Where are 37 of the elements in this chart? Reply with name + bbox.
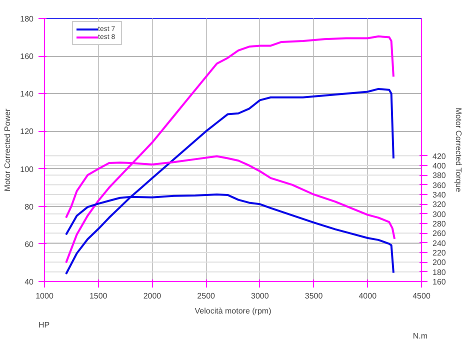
text: N.m — [412, 332, 428, 340]
x-tick-label: 3000 — [251, 292, 270, 300]
x-tick-label: 1500 — [89, 292, 108, 300]
y-axis-title: Motor Corrected Power — [3, 108, 12, 192]
y2-tick-label: 280 — [432, 219, 446, 228]
y2-tick-label: 260 — [432, 229, 446, 238]
y2-tick-label: 200 — [432, 258, 446, 268]
x-tick-label: 2500 — [197, 292, 216, 300]
text: HP — [38, 320, 50, 330]
y2-tick-label: 160 — [432, 278, 446, 286]
y-tick-label: 80 — [24, 202, 34, 212]
y-tick-label: 120 — [20, 127, 34, 136]
x-tick-label: 4000 — [358, 292, 378, 300]
x-tick-label: 1000 — [36, 292, 54, 300]
y2-tick-label: 420 — [432, 152, 446, 161]
y2-tick-label: 380 — [432, 171, 446, 180]
x-tick-label: 3500 — [304, 292, 324, 300]
y-tick-label: 40 — [24, 278, 34, 286]
x-tick-label: 4500 — [412, 292, 431, 300]
y2-tick-label: 240 — [432, 238, 446, 248]
y2-tick-label: 400 — [432, 161, 446, 170]
y-tick-label: 180 — [20, 14, 34, 24]
y2-tick-label: 360 — [432, 180, 446, 190]
y2-axis-title: Motor Corrected Torque — [454, 108, 463, 193]
line-series — [65, 35, 394, 264]
y-tick-label: 160 — [20, 52, 34, 62]
x-tick-label: 2000 — [143, 292, 162, 300]
y2-tick-label: 180 — [432, 268, 446, 277]
y-tick-label: 100 — [20, 164, 34, 174]
y2-tick-label: 320 — [432, 200, 446, 210]
y-tick-label: 60 — [24, 240, 34, 249]
y2-tick-label: 220 — [432, 248, 446, 258]
y2-tick-label: 300 — [432, 210, 446, 219]
y-tick-label: 140 — [20, 90, 34, 99]
x-axis-title: Velocità motore (rpm) — [194, 306, 272, 316]
y2-tick-label: 340 — [432, 190, 446, 200]
line-series — [65, 88, 394, 275]
